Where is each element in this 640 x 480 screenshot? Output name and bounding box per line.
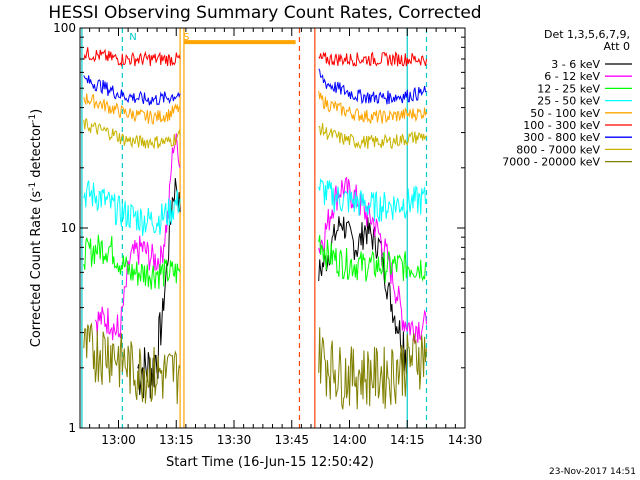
series-line-6-0 [83, 75, 181, 106]
series-line-7-0 [83, 118, 181, 150]
footer-timestamp: 23-Nov-2017 14:51 [549, 467, 636, 477]
series-line-8-1 [318, 327, 427, 410]
y-tick-label-1: 10 [61, 221, 76, 235]
series-line-3-1 [318, 177, 427, 223]
series-line-0-0 [137, 177, 181, 399]
legend-label-7: 800 - 7000 keV [516, 143, 600, 156]
y-axis-label: Corrected Count Rate (s-1 detector-1) [28, 109, 44, 347]
series-0 [137, 177, 408, 399]
x-tick-label-6: 14:30 [448, 433, 483, 447]
series-line-3-0 [83, 180, 181, 236]
series-line-7-1 [318, 123, 427, 150]
y-tick-label-2: 100 [53, 21, 76, 35]
x-tick-label-3: 13:45 [274, 433, 309, 447]
legend-header-1: Att 0 [604, 40, 630, 53]
legend-label-8: 7000 - 20000 keV [502, 156, 600, 169]
axes: 1 10 100 13:00 13:15 13:30 13:45 14:00 14:15 14:3… [53, 21, 482, 447]
series-line-4-1 [318, 90, 427, 124]
series-3 [83, 177, 427, 236]
chart-title: HESSI Observing Summary Count Rates, Cor… [48, 3, 481, 23]
x-tick-label-0: 13:00 [101, 433, 136, 447]
x-tick-label-2: 13:30 [217, 433, 252, 447]
x-tick-label-4: 14:00 [332, 433, 367, 447]
x-tick-label-1: 13:15 [159, 433, 194, 447]
series-line-5-0 [83, 47, 181, 68]
series-line-1-0 [94, 133, 181, 341]
series-line-2-1 [318, 235, 427, 283]
legend-label-3: 25 - 50 keV [537, 95, 600, 108]
series-8 [83, 322, 427, 410]
series-4 [83, 90, 427, 125]
series-line-1-1 [318, 176, 427, 344]
series-line-2-0 [83, 234, 181, 290]
legend-header-0: Det 1,3,5,6,7,9, [544, 28, 630, 41]
saa-flag-bar [183, 40, 296, 45]
series-line-8-0 [83, 322, 181, 405]
marker-label-0: N [129, 32, 136, 43]
series-2 [83, 234, 427, 290]
series-line-5-1 [318, 51, 427, 67]
series-line-6-1 [318, 68, 427, 105]
series-line-4-0 [83, 93, 181, 125]
legend-label-6: 300 - 800 keV [523, 131, 600, 144]
series-6 [83, 68, 427, 106]
legend-label-1: 6 - 12 keV [544, 70, 600, 83]
legend-label-4: 50 - 100 keV [530, 107, 600, 120]
series-1 [94, 133, 427, 344]
legend-label-0: 3 - 6 keV [551, 58, 600, 71]
x-axis-label: Start Time (16-Jun-15 12:50:42) [166, 455, 374, 470]
series-7 [83, 118, 427, 150]
x-tick-label-5: 14:15 [390, 433, 425, 447]
y-tick-label-0: 1 [68, 421, 76, 435]
series-5 [83, 47, 427, 68]
legend-label-2: 12 - 25 keV [537, 82, 600, 95]
series-line-0-1 [318, 216, 408, 374]
marker-label-1: S [183, 32, 189, 43]
legend-label-5: 100 - 300 keV [523, 119, 600, 132]
